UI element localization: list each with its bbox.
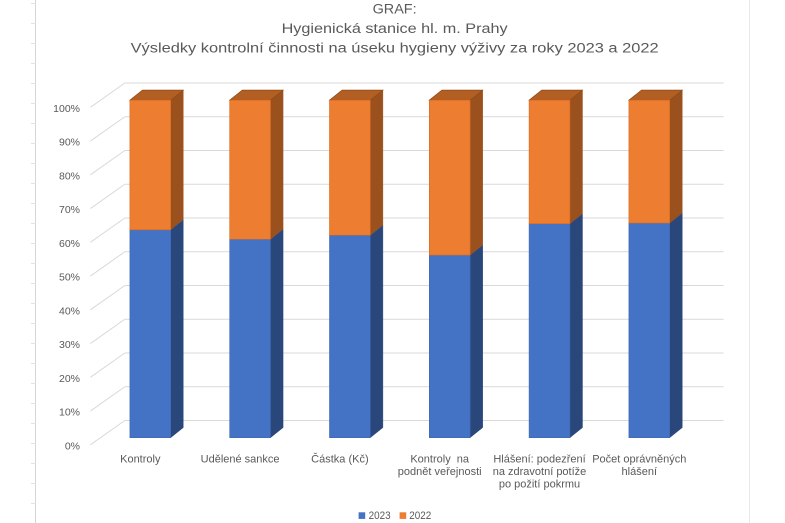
bar-side-2022	[469, 89, 483, 256]
legend-swatch-2022	[399, 512, 407, 519]
gridline-diagonal	[90, 386, 126, 412]
category-label-stka-k: Částka (Kč)	[311, 452, 368, 465]
category-label-line: po požití pokrmu	[499, 479, 580, 491]
gridline-diagonal	[90, 183, 126, 209]
bar-side-2023	[669, 212, 683, 439]
bar-front-2023	[628, 222, 671, 439]
gridline-diagonal	[90, 116, 126, 142]
bar-ud-len-sankce	[228, 89, 285, 439]
gridline-diagonal	[90, 217, 126, 243]
value-axis-label: 70%	[59, 204, 80, 216]
bar-hl-en-podez-en-na-zdravotn-pot-e-po-po-it-pokrmu	[528, 89, 584, 439]
bar-side-2022	[669, 89, 683, 224]
legend-item-2022: 2022	[399, 510, 431, 522]
category-label-line: Částka (Kč)	[311, 452, 368, 465]
category-label-line: podnět veřejnosti	[398, 466, 482, 478]
category-axis-labels: Kontroly Udělené sankce Částka (Kč) Kontrol…	[120, 452, 686, 490]
legend-item-2023: 2023	[358, 510, 391, 522]
bar-side-2022	[270, 89, 284, 240]
bar-side-2023	[270, 228, 284, 439]
bar-side-2023	[370, 224, 384, 439]
bar-front-2022	[528, 99, 571, 225]
bar-front-2023	[229, 238, 271, 439]
gridlines	[90, 82, 724, 446]
bar-front-2022	[628, 99, 671, 224]
gridline-diagonal	[90, 82, 126, 108]
chart-title-line: Výsledky kontrolní činnosti na úseku hyg…	[131, 41, 659, 57]
bar-side-2023	[170, 219, 184, 439]
category-label-line: Počet oprávněných	[592, 453, 686, 465]
value-axis-label: 20%	[59, 373, 80, 385]
bar-side-2022	[370, 89, 384, 236]
value-axis-label: 60%	[59, 238, 80, 250]
gridline-diagonal	[90, 352, 126, 378]
bar-kontroly-na-podn-t-ve-ejnosti	[428, 89, 484, 439]
bar-side-2023	[569, 213, 583, 439]
bar-kontroly	[128, 89, 185, 439]
bar-front-2022	[329, 99, 371, 236]
gridline-diagonal	[90, 150, 126, 176]
value-axis-label: 40%	[59, 305, 80, 317]
bars	[128, 89, 684, 439]
bar-po-et-opr-vn-n-ch-hl-en	[627, 89, 684, 439]
category-label-line: Kontroly na	[410, 453, 470, 465]
value-axis-label: 90%	[59, 137, 80, 149]
gridline-diagonal	[90, 318, 126, 344]
legend-swatch-2023	[358, 512, 366, 519]
category-label-kontroly: Kontroly	[120, 453, 161, 465]
chart-title-line: Hygienická stanice hl. m. Prahy	[282, 21, 509, 37]
bar-side-2022	[170, 89, 184, 231]
bar-stka-k	[328, 89, 384, 439]
bar-side-2023	[469, 244, 483, 439]
legend: 2023 2022	[358, 510, 431, 522]
sheet-background	[31, 0, 750, 523]
bar-front-2022	[229, 99, 271, 240]
value-axis-label: 80%	[59, 170, 80, 182]
value-axis-label: 30%	[59, 339, 80, 351]
category-label-line: Kontroly	[120, 453, 161, 465]
gridline-diagonal	[90, 251, 126, 277]
bar-front-2023	[329, 234, 371, 439]
value-axis-label: 100%	[53, 103, 80, 115]
bar-side-2022	[569, 89, 583, 225]
value-axis-label: 50%	[59, 272, 80, 284]
legend-label-2023: 2023	[369, 510, 391, 522]
category-label-ud-len-sankce: Udělené sankce	[201, 453, 280, 465]
value-axis-label: 0%	[65, 440, 80, 452]
bar-front-2022	[428, 99, 471, 256]
gridline-diagonal	[90, 285, 126, 311]
value-axis-labels: 0% 10% 20% 30% 40% 50% 60% 70% 80% 90% 100%	[53, 103, 80, 452]
chart-title: GRAF: Hygienická stanice hl. m. Prahy Výsl…	[131, 1, 659, 56]
legend-label-2022: 2022	[409, 510, 431, 522]
gridline-diagonal	[90, 420, 126, 446]
category-label-line: Udělené sankce	[201, 453, 280, 465]
bar-front-2023	[428, 254, 471, 439]
bar-front-2022	[129, 99, 171, 231]
chart-title-line: GRAF:	[373, 1, 417, 17]
value-axis-label: 10%	[59, 407, 80, 419]
category-label-line: hlášení	[622, 466, 657, 478]
category-label-line: na zdravotní potíže	[493, 466, 587, 478]
bar-front-2023	[129, 229, 171, 439]
category-label-line: Hlášení: podezření	[493, 453, 585, 465]
bar-front-2023	[528, 223, 571, 439]
